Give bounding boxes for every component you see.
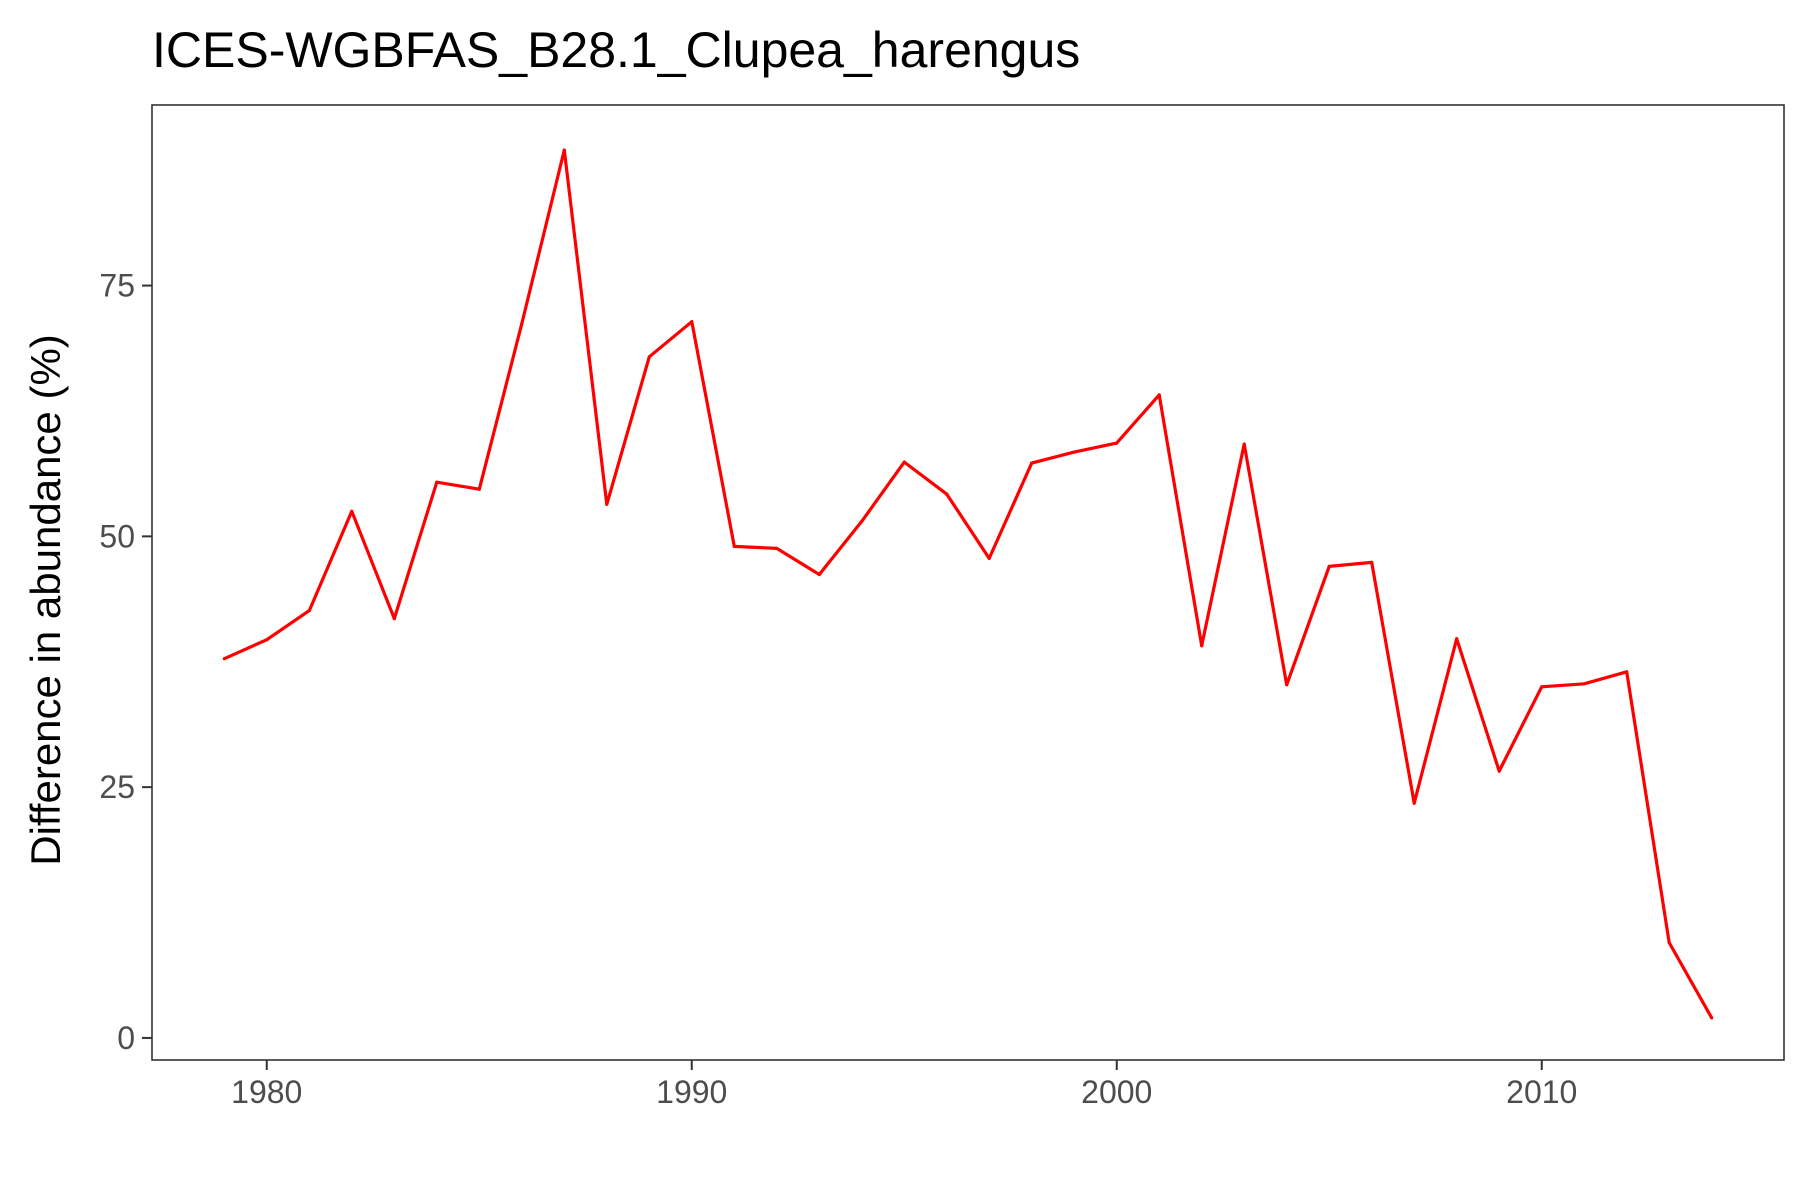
x-tick-label: 2000: [1081, 1074, 1152, 1110]
data-point: [1030, 461, 1034, 465]
y-tick-label: 50: [99, 518, 135, 554]
data-point: [1710, 1016, 1714, 1020]
data-point: [1157, 393, 1161, 397]
data-point: [1285, 683, 1289, 687]
data-point: [265, 638, 269, 642]
x-tick-label: 2010: [1506, 1074, 1577, 1110]
x-tick-label: 1990: [656, 1074, 727, 1110]
data-point: [860, 519, 864, 523]
data-point: [1327, 564, 1331, 569]
x-tick-label: 1980: [231, 1074, 302, 1110]
data-point: [350, 509, 354, 513]
data-point: [605, 502, 609, 506]
y-tick-label: 75: [99, 268, 135, 304]
data-point: [1582, 682, 1586, 686]
data-point: [1497, 769, 1501, 773]
data-point: [1242, 442, 1246, 446]
data-point: [562, 148, 566, 152]
series-group: [222, 148, 1714, 1020]
data-point: [690, 320, 694, 324]
data-point: [392, 617, 396, 621]
plot-panel: [151, 104, 1785, 1061]
data-point: [817, 572, 821, 577]
data-point: [1625, 670, 1629, 674]
data-point: [1455, 637, 1459, 641]
data-point: [435, 480, 439, 484]
data-point: [1115, 441, 1119, 445]
y-tick-label: 25: [99, 769, 135, 805]
data-point: [1412, 801, 1416, 805]
data-point: [647, 355, 651, 359]
data-point: [987, 556, 991, 561]
data-point: [902, 460, 906, 464]
data-point: [945, 492, 949, 496]
data-point: [1200, 644, 1204, 648]
data-point: [520, 322, 524, 326]
data-point: [775, 546, 779, 551]
data-point: [732, 544, 736, 549]
data-point: [1540, 685, 1544, 689]
y-tick-label: 0: [117, 1020, 135, 1056]
data-point: [222, 657, 226, 661]
data-point: [1072, 450, 1076, 454]
data-point: [1370, 560, 1374, 565]
y-axis-label: Difference in abundance (%): [22, 334, 69, 866]
data-point: [307, 609, 311, 613]
data-point: [1667, 941, 1671, 945]
x-axis: 1980 1990 2000 2010: [231, 1060, 1577, 1110]
series-line-0: [223, 148, 1714, 1019]
y-axis: 0 25 50 75: [99, 268, 152, 1056]
data-point: [477, 487, 481, 491]
chart-title: ICES-WGBFAS_B28.1_Clupea_harengus: [152, 22, 1080, 78]
